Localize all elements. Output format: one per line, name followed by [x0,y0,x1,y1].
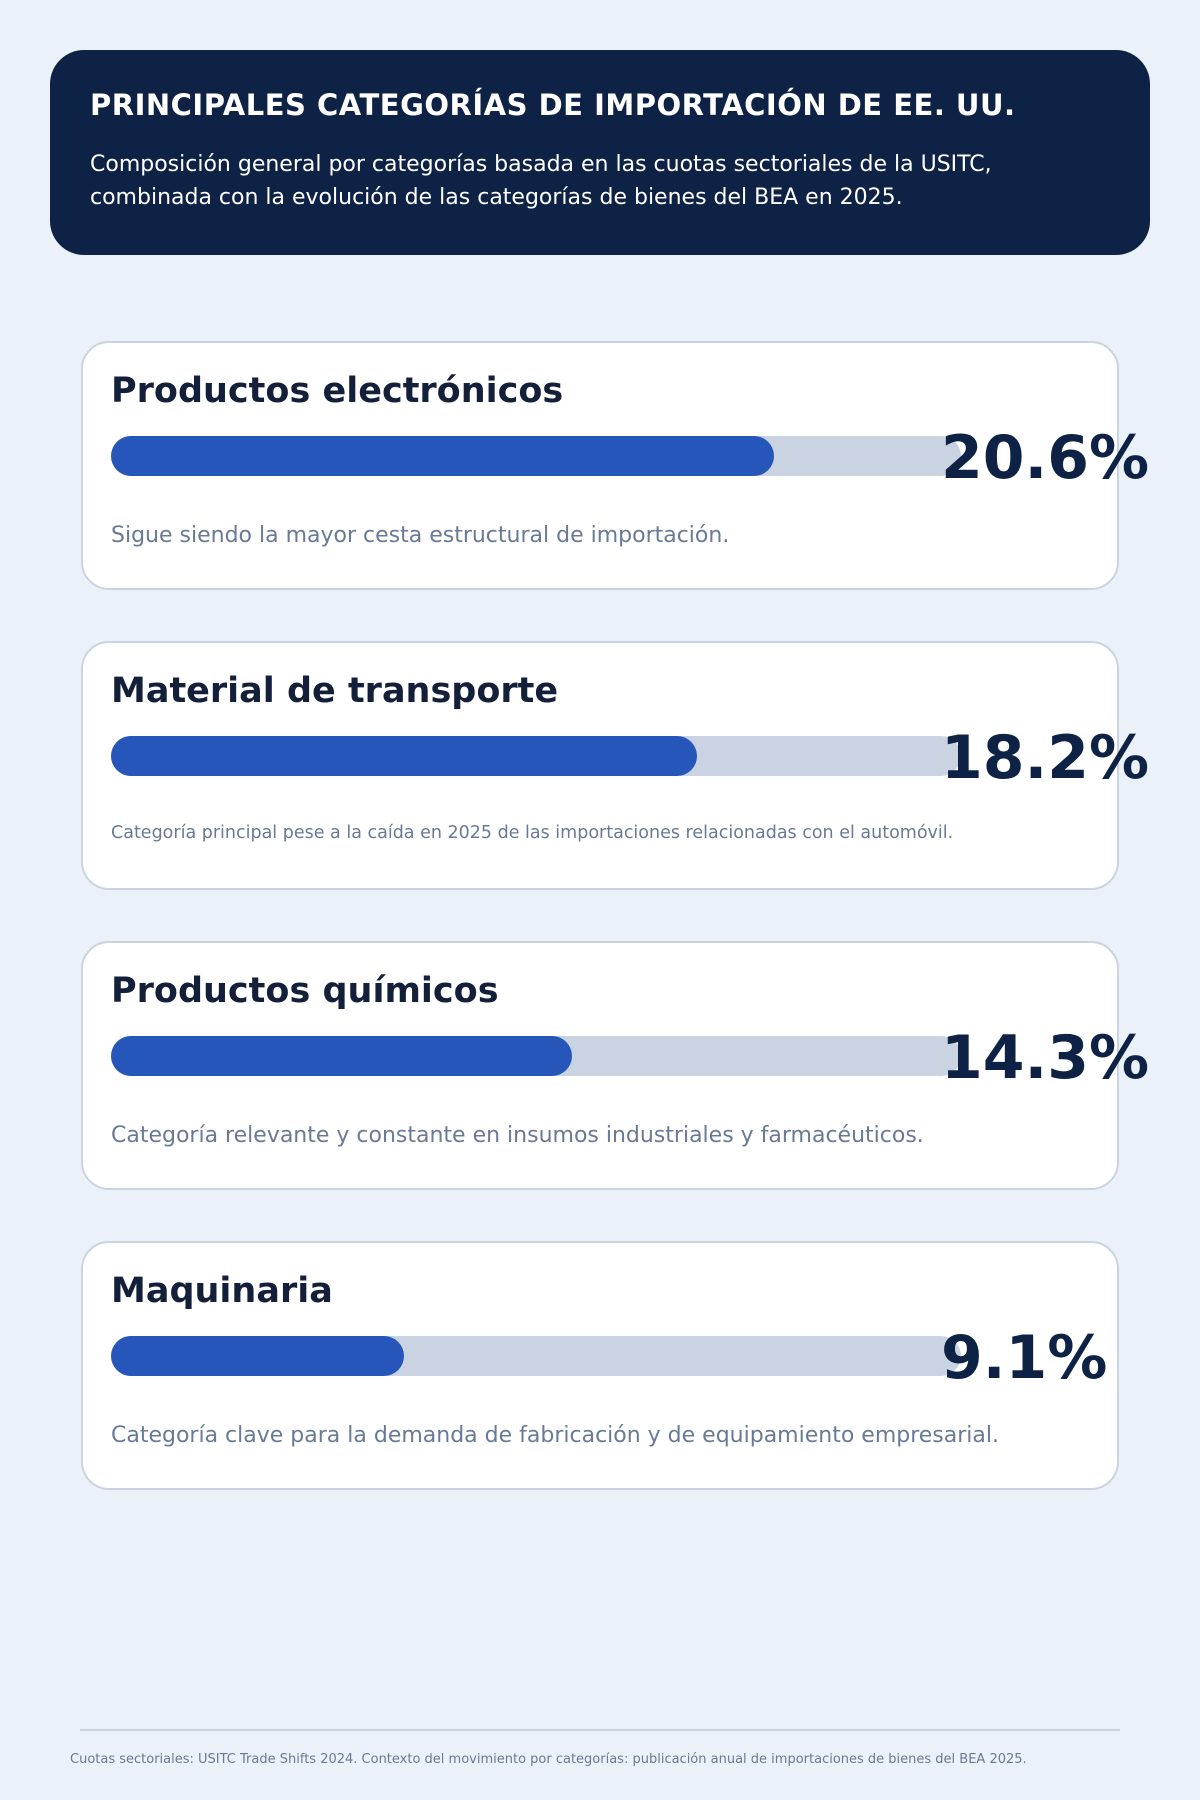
header-banner: PRINCIPALES CATEGORÍAS DE IMPORTACIÓN DE… [50,50,1150,255]
progress-track [111,736,961,776]
footer-divider [80,1729,1120,1731]
category-name: Productos químicos [111,971,499,1011]
category-percentage: 9.1% [941,1323,1108,1393]
subtitle-line-2: combinada con la evolución de las catego… [90,185,903,210]
category-card: Material de transporte 18.2% Categoría p… [81,641,1149,890]
progress-fill [111,1336,405,1376]
category-description: Sigue siendo la mayor cesta estructural … [111,523,730,548]
category-percentage: 14.3% [941,1023,1150,1093]
progress-track [111,1036,961,1076]
page-title: PRINCIPALES CATEGORÍAS DE IMPORTACIÓN DE… [90,88,1016,122]
progress-track [111,1336,961,1376]
category-name: Productos electrónicos [111,371,564,411]
category-card: Productos químicos 14.3% Categoría relev… [81,941,1149,1190]
category-description: Categoría principal pese a la caída en 2… [111,823,954,843]
category-description: Categoría relevante y constante en insum… [111,1123,924,1148]
progress-fill [111,436,774,476]
progress-fill [111,736,697,776]
category-card: Maquinaria 9.1% Categoría clave para la … [81,1241,1119,1490]
progress-fill [111,1036,572,1076]
category-percentage: 20.6% [941,423,1150,493]
page-subtitle: Composición general por categorías basad… [90,148,1110,214]
category-card: Productos electrónicos 20.6% Sigue siend… [81,341,1149,590]
category-name: Material de transporte [111,671,559,711]
category-description: Categoría clave para la demanda de fabri… [111,1423,999,1448]
category-name: Maquinaria [111,1271,333,1311]
subtitle-line-1: Composición general por categorías basad… [90,152,992,177]
progress-track [111,436,961,476]
category-percentage: 18.2% [941,723,1150,793]
footer-source: Cuotas sectoriales: USITC Trade Shifts 2… [70,1752,1027,1767]
